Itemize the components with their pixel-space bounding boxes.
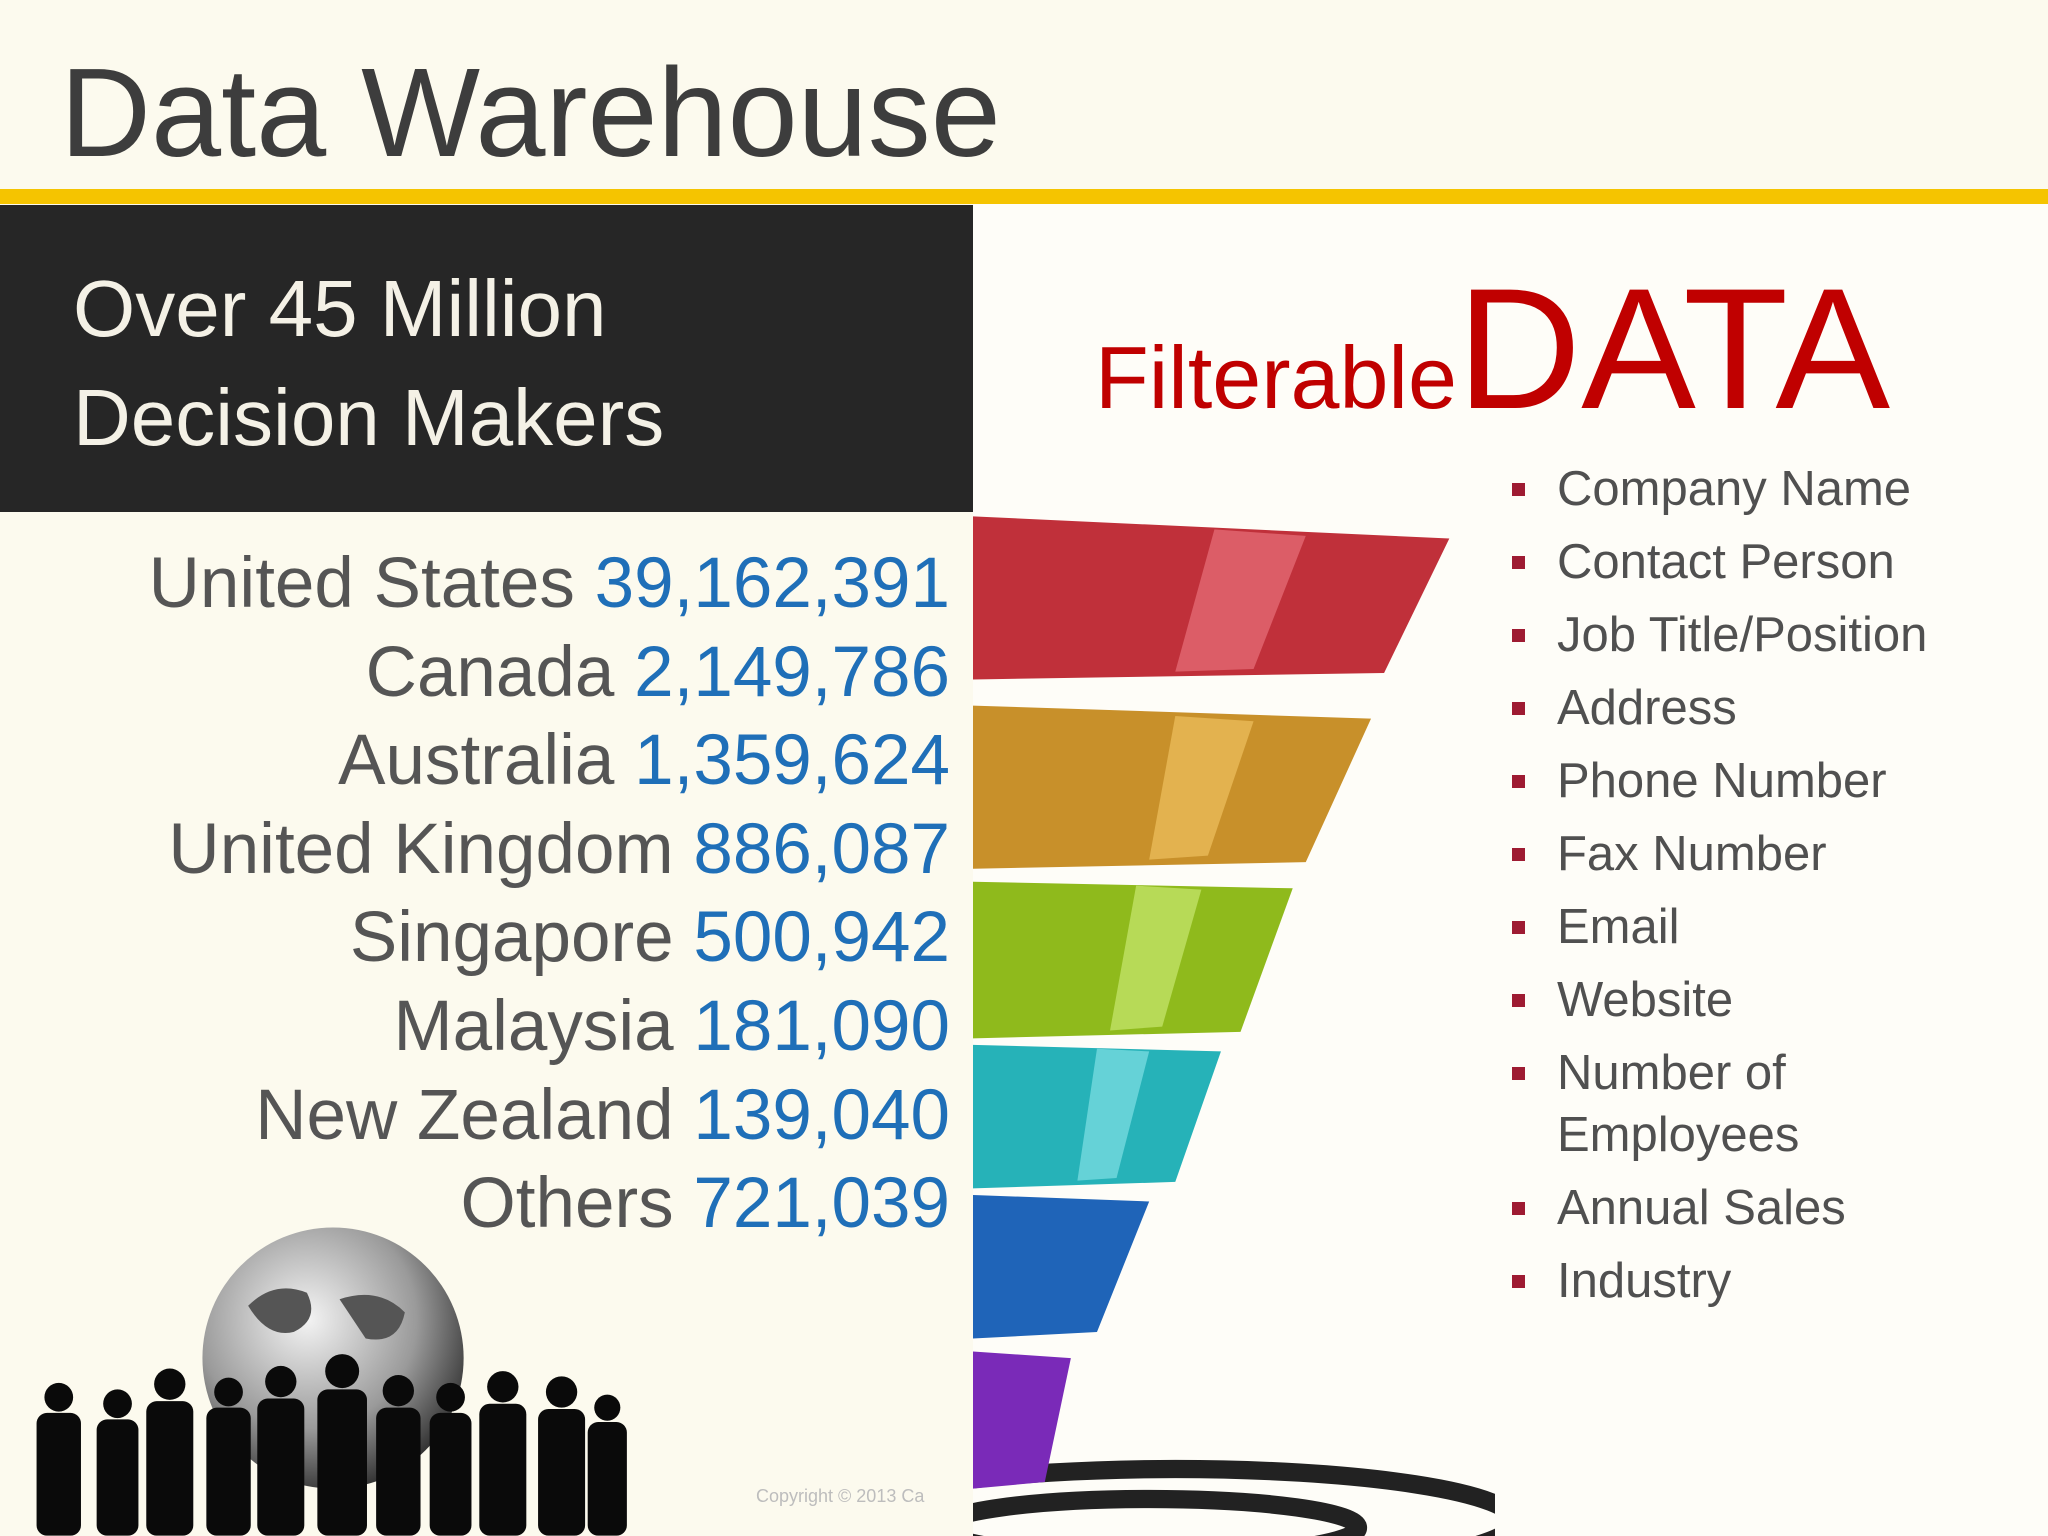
country-count: 1,359,624 bbox=[634, 721, 950, 801]
country-row: United States 39,162,391 bbox=[0, 540, 950, 629]
right-background bbox=[973, 204, 2048, 1536]
country-name: New Zealand bbox=[255, 1075, 674, 1155]
country-row: New Zealand 139,040 bbox=[0, 1072, 950, 1161]
field-list: Company Name Contact Person Job Title/Posi… bbox=[1512, 458, 1982, 1323]
field-item: Phone Number bbox=[1512, 750, 1982, 812]
country-count: 181,090 bbox=[693, 986, 950, 1066]
headline-line: Over 45 Million bbox=[73, 264, 607, 353]
filter-small: Filterable bbox=[1095, 328, 1457, 427]
field-item: Contact Person bbox=[1512, 531, 1982, 593]
country-list: United States 39,162,391 Canada 2,149,786… bbox=[0, 540, 950, 1249]
country-name: Australia bbox=[338, 721, 615, 801]
country-count: 500,942 bbox=[693, 898, 950, 978]
field-item: Job Title/Position bbox=[1512, 604, 1982, 666]
slide-title: Data Warehouse bbox=[60, 42, 1001, 183]
field-item: Number of Employees bbox=[1512, 1042, 1982, 1166]
funnel-illustration bbox=[973, 516, 1495, 1536]
filter-large: DATA bbox=[1456, 253, 1891, 445]
field-item: Fax Number bbox=[1512, 823, 1982, 885]
field-item: Address bbox=[1512, 677, 1982, 739]
country-row: Singapore 500,942 bbox=[0, 894, 950, 983]
country-count: 886,087 bbox=[693, 809, 950, 889]
field-item: Company Name bbox=[1512, 458, 1982, 520]
headline-line: Decision Makers bbox=[73, 373, 665, 462]
field-item: Industry bbox=[1512, 1250, 1982, 1312]
country-row: Canada 2,149,786 bbox=[0, 629, 950, 718]
country-name: Canada bbox=[365, 632, 615, 712]
country-name: Singapore bbox=[349, 898, 674, 978]
headline-box bbox=[0, 205, 973, 512]
country-row: Others 721,039 bbox=[0, 1160, 950, 1249]
field-item: Annual Sales bbox=[1512, 1177, 1982, 1239]
people-illustration bbox=[36, 1227, 627, 1536]
country-name: United Kingdom bbox=[168, 809, 674, 889]
country-row: Malaysia 181,090 bbox=[0, 983, 950, 1072]
country-count: 721,039 bbox=[693, 1164, 950, 1244]
country-row: United Kingdom 886,087 bbox=[0, 806, 950, 895]
country-count: 2,149,786 bbox=[634, 632, 950, 712]
country-row: Australia 1,359,624 bbox=[0, 717, 950, 806]
country-name: Others bbox=[460, 1164, 674, 1244]
filter-heading: FilterableDATA bbox=[1095, 250, 1890, 448]
country-name: Malaysia bbox=[393, 986, 674, 1066]
field-item: Email bbox=[1512, 896, 1982, 958]
copyright: Copyright © 2013 Ca bbox=[756, 1486, 925, 1506]
field-item: Website bbox=[1512, 969, 1982, 1031]
country-name: United States bbox=[148, 544, 575, 623]
country-count: 39,162,391 bbox=[594, 544, 950, 623]
title-rule bbox=[0, 189, 2048, 204]
country-count: 139,040 bbox=[693, 1075, 950, 1155]
